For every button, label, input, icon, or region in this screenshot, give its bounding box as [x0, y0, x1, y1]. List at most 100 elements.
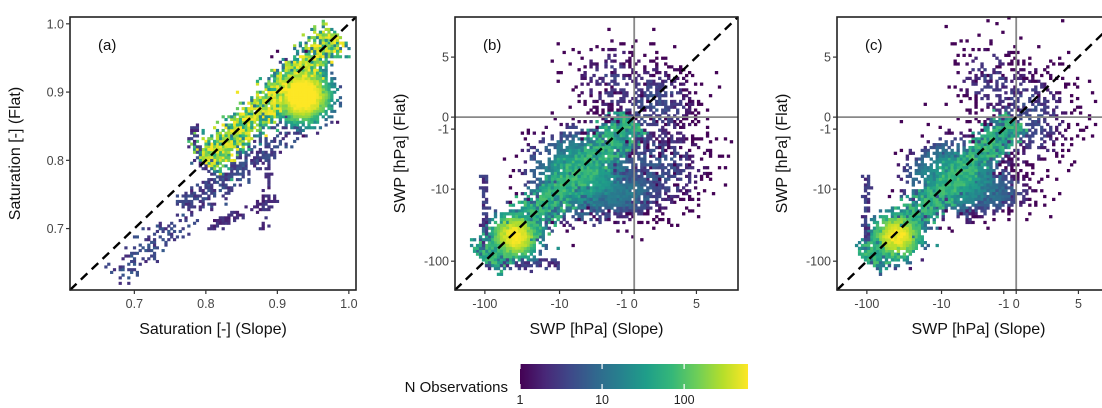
heatmap-cell — [998, 206, 1002, 210]
heatmap-cell — [198, 205, 202, 209]
heatmap-cell — [595, 125, 599, 129]
heatmap-cell — [977, 137, 981, 141]
heatmap-cell — [926, 192, 930, 196]
heatmap-cell — [995, 183, 999, 187]
heatmap-cell — [995, 154, 999, 158]
heatmap-cell — [553, 177, 557, 181]
heatmap-cell — [562, 189, 566, 193]
heatmap-cell — [310, 115, 314, 119]
heatmap-cell — [298, 71, 303, 75]
heatmap-cell — [971, 145, 975, 150]
heatmap-cell — [622, 143, 626, 147]
heatmap-cell — [577, 160, 581, 164]
heatmap-cell — [926, 194, 930, 199]
heatmap-cell — [941, 177, 945, 181]
heatmap-cell — [625, 166, 629, 170]
heatmap-cell — [221, 123, 225, 127]
heatmap-cell — [690, 137, 695, 141]
heatmap-cell — [974, 160, 978, 164]
heatmap-cell — [517, 200, 522, 204]
heatmap-cells-b — [469, 27, 734, 276]
heatmap-cell — [198, 161, 202, 165]
heatmap-cell — [625, 145, 629, 150]
heatmap-cell — [652, 140, 656, 144]
heatmap-cell — [535, 186, 539, 190]
heatmap-cell — [595, 157, 599, 161]
heatmap-cell — [1025, 131, 1029, 135]
heatmap-cell — [646, 203, 650, 207]
heatmap-cell — [616, 125, 620, 129]
heatmap-cell — [295, 82, 300, 86]
heatmap-cell — [1043, 194, 1047, 199]
heatmap-cell — [295, 98, 300, 102]
heatmap-cell — [287, 71, 291, 75]
heatmap-cell — [941, 206, 945, 210]
heatmap-cell — [658, 96, 662, 101]
heatmap-cell — [631, 122, 635, 127]
heatmap-cell — [550, 134, 554, 138]
heatmap-cell — [273, 104, 277, 108]
heatmap-cell — [307, 57, 311, 62]
heatmap-cell — [235, 112, 240, 116]
heatmap-cell — [628, 108, 632, 112]
heatmap-cell — [556, 140, 560, 144]
heatmap-cell — [241, 139, 245, 143]
heatmap-cell — [565, 122, 569, 127]
heatmap-cell — [215, 161, 220, 165]
heatmap-cell — [264, 156, 268, 160]
heatmap-cell — [207, 188, 211, 193]
heatmap-cell — [523, 137, 528, 141]
heatmap-cell — [592, 186, 596, 190]
heatmap-cell — [667, 194, 671, 199]
heatmap-cell — [496, 252, 501, 256]
heatmap-cell — [547, 215, 551, 219]
heatmap-cell — [538, 232, 542, 236]
heatmap-cell — [135, 273, 139, 277]
heatmap-cell — [878, 243, 883, 248]
heatmap-cell — [1007, 134, 1011, 138]
heatmap-cell — [502, 220, 507, 225]
heatmap-cell — [559, 71, 563, 75]
x-tick-label: -100 — [472, 297, 497, 311]
heatmap-cell — [998, 114, 1002, 118]
heatmap-cell — [1004, 160, 1008, 164]
heatmap-cell — [905, 212, 910, 216]
heatmap-cell — [520, 148, 525, 153]
heatmap-cell — [1058, 192, 1062, 196]
heatmap-cell — [526, 220, 531, 225]
heatmap-cell — [646, 88, 650, 92]
heatmap-cell — [860, 238, 865, 242]
heatmap-cell — [926, 226, 930, 230]
heatmap-cell — [532, 189, 536, 193]
heatmap-cell — [544, 226, 548, 230]
heatmap-cell — [917, 180, 921, 184]
heatmap-cell — [293, 139, 297, 143]
heatmap-cell — [496, 258, 501, 262]
heatmap-cell — [301, 128, 305, 133]
heatmap-cell — [586, 82, 590, 86]
heatmap-cell — [580, 128, 584, 132]
heatmap-cell — [267, 197, 271, 201]
heatmap-cell — [496, 226, 501, 230]
heatmap-cell — [887, 209, 892, 213]
heatmap-cell — [301, 134, 305, 138]
heatmap-cell — [890, 241, 895, 245]
heatmap-cell — [613, 177, 617, 181]
heatmap-cell — [330, 77, 334, 81]
heatmap-cell — [293, 44, 297, 48]
heatmap-cell — [559, 157, 563, 161]
heatmap-cell — [304, 52, 308, 56]
heatmap-cell — [295, 63, 300, 67]
heatmap-cell — [613, 76, 617, 81]
heatmap-cell — [643, 189, 647, 193]
heatmap-cell — [592, 189, 596, 193]
heatmap-cell — [661, 140, 665, 144]
heatmap-cell — [986, 140, 990, 144]
heatmap-cell — [640, 171, 644, 176]
heatmap-cell — [613, 143, 617, 147]
heatmap-cell — [493, 249, 498, 253]
heatmap-cell — [520, 212, 525, 216]
heatmap-cell — [646, 114, 650, 118]
heatmap-cell — [207, 227, 211, 231]
heatmap-cell — [284, 85, 288, 89]
